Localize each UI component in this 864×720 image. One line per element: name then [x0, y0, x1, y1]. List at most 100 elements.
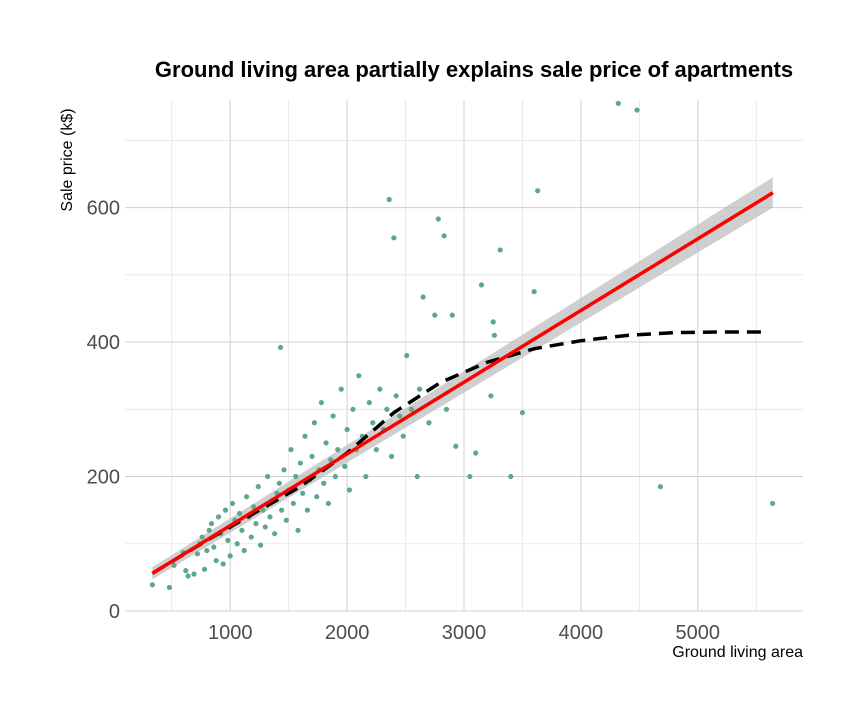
data-point	[260, 507, 266, 513]
data-point	[277, 344, 284, 351]
data-point	[400, 433, 406, 439]
data-point	[302, 433, 308, 439]
grid	[125, 100, 803, 612]
data-point	[288, 447, 294, 453]
data-point	[443, 406, 450, 412]
data-point	[386, 196, 392, 203]
x-tick-label: 2000	[325, 622, 370, 644]
data-point	[199, 534, 205, 540]
data-point	[262, 524, 268, 530]
data-point	[404, 352, 410, 359]
data-point	[370, 420, 376, 426]
confidence-band-layer	[152, 177, 773, 580]
data-point	[279, 507, 285, 513]
smooth-fit-line	[151, 330, 768, 575]
x-tick-label: 3000	[442, 622, 487, 644]
data-point	[248, 534, 254, 540]
data-point	[201, 566, 208, 572]
data-point	[497, 247, 503, 253]
data-point	[335, 447, 341, 453]
data-point	[213, 557, 219, 564]
data-point	[229, 500, 236, 507]
data-point	[281, 467, 287, 473]
data-point	[234, 541, 240, 547]
data-point	[384, 406, 390, 412]
data-point	[250, 504, 257, 510]
data-point	[328, 457, 334, 463]
data-point	[449, 312, 455, 318]
data-point	[366, 399, 372, 406]
data-point	[321, 480, 327, 486]
data-point	[346, 487, 353, 493]
data-point	[206, 527, 212, 533]
data-point	[325, 500, 331, 507]
data-point	[253, 520, 259, 527]
confidence-band	[152, 177, 773, 580]
data-point	[304, 507, 310, 513]
data-point	[220, 561, 226, 567]
data-point	[227, 553, 233, 559]
data-point	[191, 571, 197, 577]
data-point	[350, 406, 356, 412]
data-point	[373, 447, 379, 453]
data-point	[258, 542, 264, 548]
data-point	[416, 386, 423, 392]
data-point	[388, 453, 395, 459]
data-point	[426, 420, 432, 426]
data-point	[391, 235, 397, 241]
data-point	[615, 100, 621, 106]
data-point	[414, 473, 420, 480]
data-point	[356, 373, 362, 379]
data-point	[222, 507, 229, 513]
data-point	[420, 294, 426, 300]
data-point	[314, 494, 320, 500]
data-point	[236, 510, 243, 517]
tick-labels: 1000 2000 3000 4000 5000 0 200 400 600	[87, 198, 720, 644]
data-point	[432, 312, 438, 318]
data-point	[265, 473, 271, 480]
data-point	[183, 568, 189, 574]
y-tick-label: 200	[87, 467, 120, 489]
data-point	[531, 289, 537, 295]
data-point	[441, 233, 447, 239]
data-point	[435, 216, 441, 222]
x-axis-label: Ground living area	[672, 644, 803, 661]
data-point	[491, 332, 497, 338]
data-point	[323, 440, 329, 446]
data-point	[344, 426, 350, 433]
data-point	[393, 393, 399, 399]
data-point	[300, 490, 306, 496]
points-layer	[149, 100, 776, 591]
data-point	[338, 386, 344, 392]
data-point	[225, 537, 231, 544]
data-point	[318, 399, 324, 406]
data-point	[243, 494, 250, 500]
y-tick-label: 600	[87, 198, 120, 220]
data-point	[283, 517, 289, 523]
data-point	[293, 473, 299, 480]
data-point	[490, 319, 496, 325]
data-point	[241, 547, 247, 554]
data-point	[255, 484, 261, 490]
data-point	[408, 406, 414, 412]
data-point	[297, 460, 303, 466]
data-point	[309, 453, 315, 459]
data-point	[171, 562, 177, 568]
data-point	[634, 107, 640, 113]
y-tick-label: 0	[109, 601, 120, 623]
data-point	[363, 473, 369, 480]
data-point	[332, 473, 339, 480]
data-point	[295, 527, 301, 533]
data-point	[467, 473, 473, 480]
x-tick-label: 5000	[676, 622, 721, 644]
data-point	[185, 573, 191, 579]
x-tick-label: 1000	[208, 622, 253, 644]
data-point	[194, 551, 201, 557]
data-point	[215, 514, 222, 520]
chart-title: Ground living area partially explains sa…	[155, 57, 793, 82]
data-point	[290, 500, 296, 507]
data-point	[311, 420, 317, 426]
data-point	[657, 484, 663, 490]
y-axis-label: Sale price (k$)	[59, 108, 76, 211]
data-point	[397, 413, 403, 419]
